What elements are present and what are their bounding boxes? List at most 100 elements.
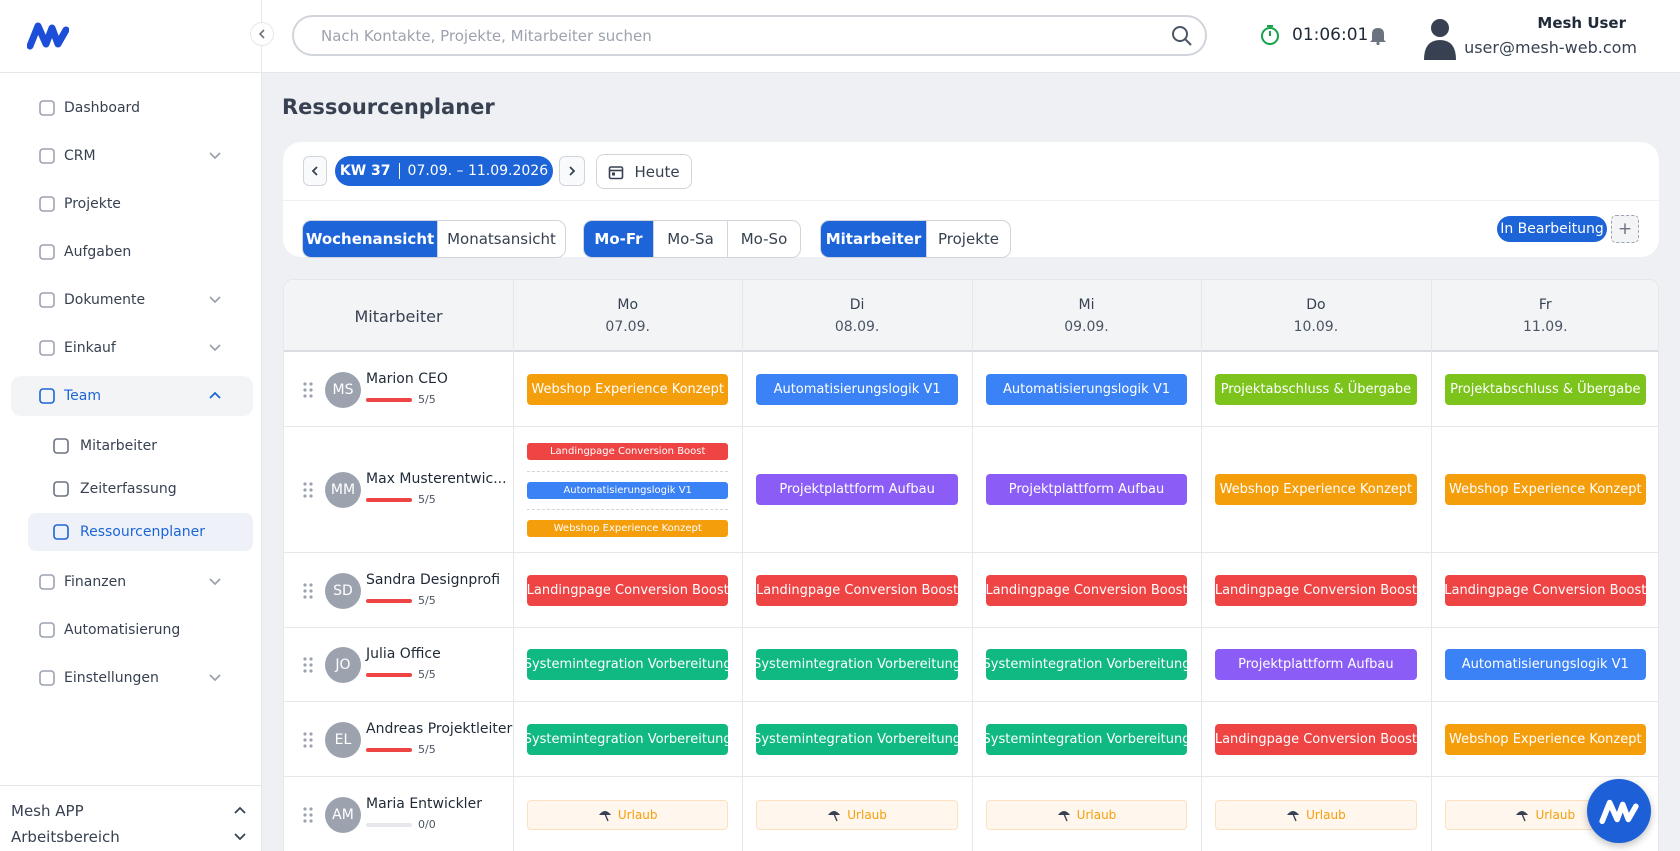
vacation-label: Urlaub xyxy=(847,807,887,822)
bell-icon[interactable] xyxy=(1369,25,1387,45)
umbrella-icon xyxy=(598,810,611,821)
vacation-chip[interactable]: Urlaub xyxy=(1215,799,1417,830)
nav-icon xyxy=(39,670,55,686)
umbrella-icon xyxy=(828,810,841,821)
task-chip[interactable]: Projektplattform Aufbau xyxy=(985,474,1188,505)
toggle-option[interactable]: Mo-Sa xyxy=(653,221,727,257)
day-cell: Automatisierungslogik V1 xyxy=(972,352,1201,427)
divider xyxy=(0,72,262,73)
avatar: EL xyxy=(325,721,361,758)
task-chip[interactable]: Automatisierungslogik V1 xyxy=(1444,649,1646,680)
nav-item[interactable]: Einstellungen xyxy=(38,668,228,688)
task-chip[interactable]: Landingpage Conversion Boost xyxy=(756,574,958,606)
day-header: Do 10.09. xyxy=(1201,280,1430,352)
capacity-label: 5/5 xyxy=(418,392,436,406)
footer-item[interactable]: Arbeitsbereich xyxy=(11,827,251,847)
task-chip[interactable]: Projektplattform Aufbau xyxy=(1215,649,1417,680)
toggle-option[interactable]: Projekte xyxy=(926,221,1010,257)
nav-subitem[interactable]: Ressourcenplaner xyxy=(52,522,242,542)
task-chip[interactable]: Systemintegration Vorbereitung xyxy=(527,723,729,755)
nav-item[interactable]: Automatisierung xyxy=(38,620,228,640)
toggle-option[interactable]: Mitarbeiter xyxy=(821,221,926,257)
day-cell: Automatisierungslogik V1 xyxy=(742,352,971,427)
week-pill[interactable]: KW 37 07.09. – 11.09.2026 xyxy=(335,156,553,186)
task-chip[interactable]: Landingpage Conversion Boost xyxy=(527,443,729,460)
avatar: JO xyxy=(325,647,361,683)
task-chip[interactable]: Systemintegration Vorbereitung xyxy=(756,649,958,680)
user-avatar[interactable] xyxy=(1422,16,1458,60)
chevron xyxy=(209,391,221,399)
nav-active-bg xyxy=(28,513,253,551)
search-box[interactable]: Nach Kontakte, Projekte, Mitarbeiter suc… xyxy=(292,15,1207,56)
row-line xyxy=(284,776,1658,777)
task-chip[interactable]: Landingpage Conversion Boost xyxy=(1215,723,1417,755)
task-chip[interactable]: Projektabschluss & Übergabe xyxy=(1215,373,1417,405)
logo[interactable] xyxy=(27,20,69,50)
day-cell: Systemintegration Vorbereitung xyxy=(742,702,971,777)
toggle-option[interactable]: Monatsansicht xyxy=(437,221,565,257)
prev-week-button[interactable] xyxy=(303,156,327,186)
task-chip[interactable]: Landingpage Conversion Boost xyxy=(1444,574,1646,606)
task-chip[interactable]: Systemintegration Vorbereitung xyxy=(985,649,1188,680)
task-chip[interactable]: Systemintegration Vorbereitung xyxy=(527,649,729,680)
task-chip[interactable]: Webshop Experience Konzept xyxy=(527,373,729,405)
nav-subitem[interactable]: Mitarbeiter xyxy=(52,436,242,456)
task-chip[interactable]: Webshop Experience Konzept xyxy=(527,520,729,537)
employee-cell: EL Andreas Projektleiter 5/5 xyxy=(284,702,513,777)
day-cell: Systemintegration Vorbereitung xyxy=(972,628,1201,702)
vacation-label: Urlaub xyxy=(1535,807,1576,822)
capacity-label: 5/5 xyxy=(418,493,436,506)
task-chip[interactable]: Systemintegration Vorbereitung xyxy=(756,723,958,755)
nav-label: Zeiterfassung xyxy=(80,481,177,497)
employee-name: Julia Office xyxy=(366,646,441,662)
task-chip[interactable]: Landingpage Conversion Boost xyxy=(1215,574,1417,606)
nav-item[interactable]: Dashboard xyxy=(38,98,228,118)
task-chip[interactable]: Automatisierungslogik V1 xyxy=(527,481,729,499)
avatar: MM xyxy=(325,472,361,508)
status-label: In Bearbeitung xyxy=(1500,221,1604,237)
today-button[interactable]: Heute xyxy=(596,154,692,189)
nav-icon xyxy=(53,481,69,497)
umbrella-icon xyxy=(1057,810,1070,821)
task-chip[interactable]: Automatisierungslogik V1 xyxy=(756,373,958,405)
task-chip[interactable]: Projektplattform Aufbau xyxy=(756,474,958,505)
nav-label: Einstellungen xyxy=(64,670,159,686)
vacation-chip[interactable]: Urlaub xyxy=(985,799,1188,830)
collapse-button[interactable] xyxy=(250,22,274,46)
task-chip[interactable]: Landingpage Conversion Boost xyxy=(527,574,729,606)
task-separator xyxy=(527,470,729,472)
nav-subitem[interactable]: Zeiterfassung xyxy=(52,479,242,499)
nav-item[interactable]: Dokumente xyxy=(38,290,228,310)
day-name: Di xyxy=(849,297,865,313)
nav-item[interactable]: Team xyxy=(38,386,228,406)
task-chip[interactable]: Webshop Experience Konzept xyxy=(1444,474,1646,505)
next-week-button[interactable] xyxy=(559,156,585,186)
add-button[interactable]: + xyxy=(1611,215,1639,243)
row-line xyxy=(284,552,1658,553)
status-pill[interactable]: In Bearbeitung xyxy=(1497,216,1607,242)
nav-item[interactable]: CRM xyxy=(38,146,228,166)
nav-item[interactable]: Finanzen xyxy=(38,572,228,592)
nav-item[interactable]: Projekte xyxy=(38,194,228,214)
vacation-chip[interactable]: Urlaub xyxy=(756,799,958,830)
task-chip[interactable]: Systemintegration Vorbereitung xyxy=(985,723,1188,755)
toggle-option[interactable]: Wochenansicht xyxy=(303,221,437,257)
day-date: 11.09. xyxy=(1523,319,1568,335)
nav-item[interactable]: Aufgaben xyxy=(38,242,228,262)
nav-item[interactable]: Einkauf xyxy=(38,338,228,358)
task-chip[interactable]: Landingpage Conversion Boost xyxy=(985,574,1188,606)
task-chip[interactable]: Automatisierungslogik V1 xyxy=(985,373,1188,405)
day-name: Fr xyxy=(1538,297,1552,313)
task-chip[interactable]: Webshop Experience Konzept xyxy=(1215,474,1417,505)
task-chip[interactable]: Webshop Experience Konzept xyxy=(1444,723,1646,755)
umbrella-icon xyxy=(1516,810,1529,821)
toggle-option[interactable]: Mo-Fr xyxy=(584,221,653,257)
capacity-bar xyxy=(366,822,412,827)
page-title: Ressourcenplaner xyxy=(282,95,495,119)
vacation-chip[interactable]: Urlaub xyxy=(527,799,729,830)
floating-app-button[interactable] xyxy=(1587,779,1651,843)
toggle-option[interactable]: Mo-So xyxy=(727,221,800,257)
task-chip[interactable]: Projektabschluss & Übergabe xyxy=(1444,373,1646,405)
footer-item[interactable]: Mesh APP xyxy=(11,801,251,821)
